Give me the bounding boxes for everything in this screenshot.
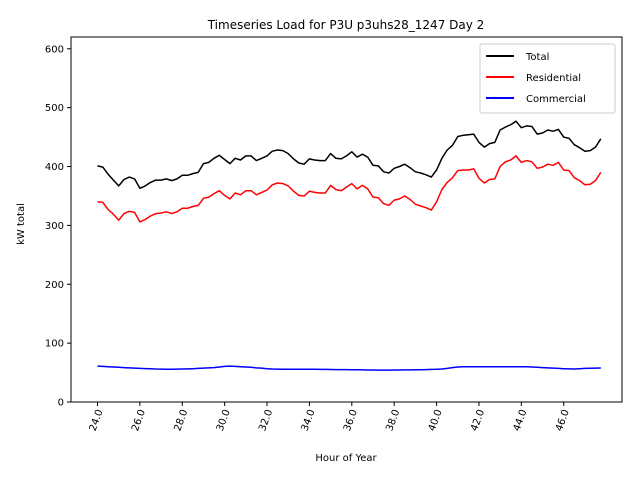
y-tick-label: 500 xyxy=(45,103,64,114)
legend-label-commercial: Commercial xyxy=(526,94,586,105)
plot-frame xyxy=(70,36,623,403)
y-tick-label: 400 xyxy=(45,162,64,173)
y-axis-label: kW total xyxy=(16,203,27,245)
series-line-commercial xyxy=(97,365,601,371)
series-line-total xyxy=(97,120,602,190)
y-tick-label: 0 xyxy=(58,398,64,409)
y-tick-label: 300 xyxy=(45,221,64,232)
y-tick-label: 100 xyxy=(45,339,64,350)
series-line-residential xyxy=(97,155,602,223)
legend-label-residential: Residential xyxy=(526,73,581,84)
y-tick-label: 600 xyxy=(45,44,64,55)
x-axis-label: Hour of Year xyxy=(315,453,377,464)
legend: Total Residential Commercial xyxy=(479,43,616,114)
legend-label-total: Total xyxy=(525,52,549,63)
series-layer xyxy=(97,120,602,371)
y-tick-label: 200 xyxy=(45,280,64,291)
y-axis: 0 100 200 300 400 500 600 xyxy=(45,44,71,409)
chart-title: Timeseries Load for P3U p3uhs28_1247 Day… xyxy=(207,18,485,32)
legend-box xyxy=(479,43,616,114)
